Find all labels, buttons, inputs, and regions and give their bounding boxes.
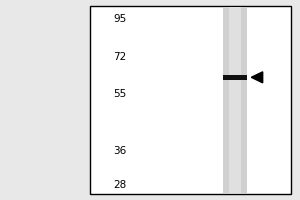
FancyBboxPatch shape	[229, 7, 241, 193]
Text: 95: 95	[113, 14, 126, 24]
FancyBboxPatch shape	[223, 7, 247, 193]
Text: 72: 72	[113, 52, 126, 62]
Text: 55: 55	[113, 89, 126, 99]
Polygon shape	[251, 72, 263, 83]
Text: 36: 36	[113, 146, 126, 156]
FancyBboxPatch shape	[223, 75, 247, 80]
Text: 28: 28	[113, 180, 126, 190]
FancyBboxPatch shape	[90, 6, 291, 194]
